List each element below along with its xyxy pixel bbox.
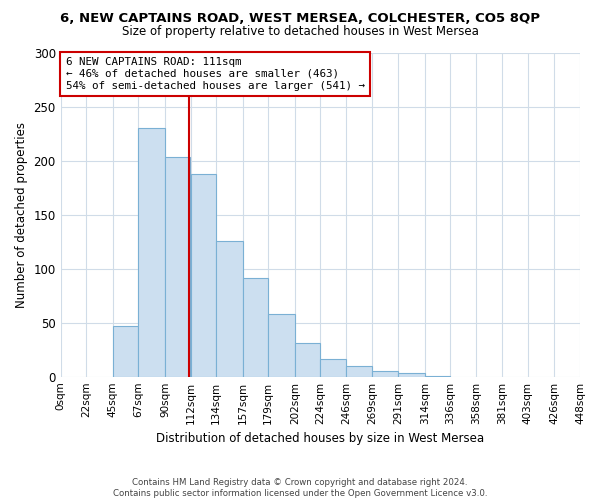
Bar (242, 278, 268, 376)
Bar (346, 366, 373, 376)
X-axis label: Distribution of detached houses by size in West Mersea: Distribution of detached houses by size … (156, 432, 484, 445)
Bar (295, 343, 320, 376)
Bar (320, 360, 346, 376)
Bar (139, 128, 165, 376)
Bar (398, 374, 425, 376)
Bar (165, 158, 190, 376)
Text: Size of property relative to detached houses in West Mersea: Size of property relative to detached ho… (122, 25, 478, 38)
Y-axis label: Number of detached properties: Number of detached properties (15, 122, 28, 308)
Text: 6, NEW CAPTAINS ROAD, WEST MERSEA, COLCHESTER, CO5 8QP: 6, NEW CAPTAINS ROAD, WEST MERSEA, COLCH… (60, 12, 540, 26)
Bar (216, 240, 242, 376)
Bar (113, 326, 139, 376)
Bar (191, 174, 216, 376)
Text: Contains HM Land Registry data © Crown copyright and database right 2024.
Contai: Contains HM Land Registry data © Crown c… (113, 478, 487, 498)
Bar (373, 372, 398, 376)
Bar (268, 314, 295, 376)
Text: 6 NEW CAPTAINS ROAD: 111sqm
← 46% of detached houses are smaller (463)
54% of se: 6 NEW CAPTAINS ROAD: 111sqm ← 46% of det… (66, 58, 365, 90)
